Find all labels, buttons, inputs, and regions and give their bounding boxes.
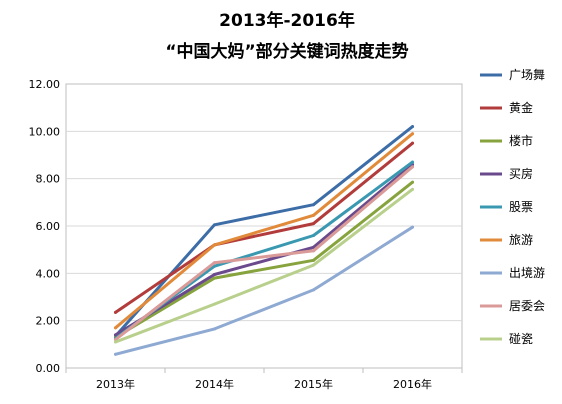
legend-label: 广场舞 bbox=[509, 68, 545, 82]
series-line bbox=[114, 187, 414, 344]
data-point bbox=[411, 160, 414, 164]
legend-label: 出境游 bbox=[509, 265, 545, 280]
chart-title: 2013年-2016年 bbox=[219, 10, 355, 31]
data-point bbox=[213, 264, 216, 268]
legend-label: 买房 bbox=[509, 166, 533, 181]
legend-label: 黄金 bbox=[509, 100, 533, 115]
data-point bbox=[213, 273, 216, 277]
x-tick-label: 2016年 bbox=[393, 377, 432, 391]
data-point bbox=[114, 340, 117, 344]
data-point bbox=[312, 263, 315, 267]
data-point bbox=[312, 245, 315, 249]
data-point bbox=[312, 249, 315, 253]
legend-label: 楼市 bbox=[509, 133, 533, 148]
chart-subtitle: “中国大妈”部分关键词热度走势 bbox=[165, 41, 408, 62]
data-point bbox=[312, 213, 315, 217]
data-point bbox=[312, 258, 315, 262]
legend-label: 股票 bbox=[509, 200, 533, 214]
x-tick-label: 2014年 bbox=[195, 377, 234, 391]
legend-label: 旅游 bbox=[509, 233, 533, 247]
data-point bbox=[312, 222, 315, 226]
data-point bbox=[213, 276, 216, 280]
data-point bbox=[312, 203, 315, 207]
data-point bbox=[411, 225, 414, 229]
y-tick-label: 4.00 bbox=[36, 267, 61, 280]
data-point bbox=[411, 180, 414, 184]
data-point bbox=[114, 310, 117, 314]
y-tick-label: 2.00 bbox=[36, 315, 61, 328]
data-point bbox=[411, 165, 414, 169]
series-line bbox=[114, 225, 414, 356]
data-point bbox=[213, 302, 216, 306]
data-point bbox=[114, 326, 117, 330]
y-tick-label: 12.00 bbox=[29, 78, 61, 91]
data-point bbox=[213, 261, 216, 265]
data-point bbox=[411, 141, 414, 145]
y-tick-label: 6.00 bbox=[36, 220, 61, 233]
series-line bbox=[114, 163, 414, 337]
series-line bbox=[114, 180, 414, 339]
data-point bbox=[114, 333, 117, 337]
data-point bbox=[411, 187, 414, 191]
y-tick-label: 8.00 bbox=[36, 173, 61, 186]
series-line bbox=[114, 165, 414, 342]
x-tick-label: 2015年 bbox=[294, 377, 333, 391]
data-point bbox=[411, 125, 414, 129]
y-tick-label: 10.00 bbox=[29, 125, 61, 138]
data-point bbox=[312, 233, 315, 237]
data-point bbox=[114, 352, 117, 356]
data-point bbox=[213, 223, 216, 227]
data-point bbox=[213, 327, 216, 331]
x-tick-label: 2013年 bbox=[96, 377, 135, 391]
series-line bbox=[114, 141, 414, 314]
plot-area: 0.00 2.00 4.00 6.00 8.00 10.00 12.00 2013年 2014年… bbox=[29, 78, 463, 391]
data-point bbox=[213, 243, 216, 247]
legend-label: 碰瓷 bbox=[509, 332, 533, 346]
series-line bbox=[114, 132, 414, 330]
legend-label: 居委会 bbox=[509, 299, 545, 313]
y-tick-label: 0.00 bbox=[36, 362, 61, 375]
data-point bbox=[312, 288, 315, 292]
data-point bbox=[411, 132, 414, 136]
